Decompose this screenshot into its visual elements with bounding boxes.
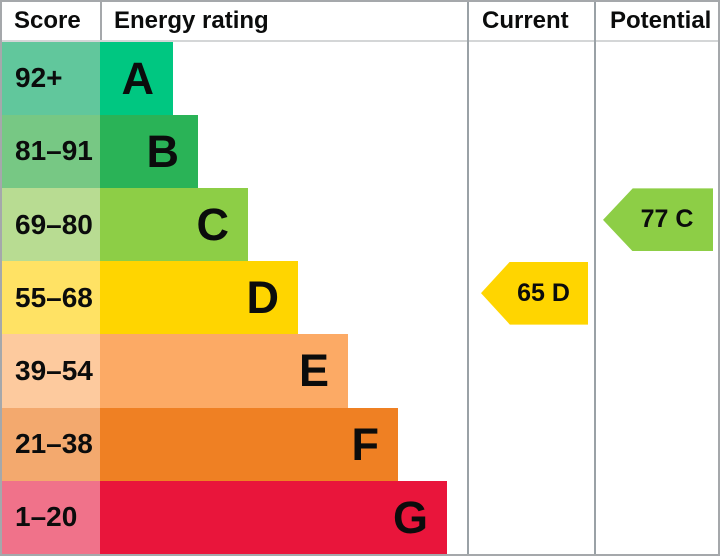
band-row-c: 69–80 C [2, 187, 468, 262]
band-letter-c: C [196, 199, 230, 251]
band-row-f: 21–38 F [2, 407, 468, 481]
score-column-header: Score [14, 7, 81, 34]
band-bar-a: A [100, 41, 173, 115]
score-range-e: 39–54 [2, 334, 100, 408]
band-bar-f: F [100, 407, 398, 481]
band-letter-d: D [246, 272, 280, 324]
potential-rating-label: 77 C [640, 205, 694, 234]
score-range-d: 55–68 [2, 261, 100, 335]
band-row-g: 1–20 G [2, 480, 468, 554]
band-letter-a: A [121, 52, 155, 104]
band-row-d: 55–68 D [2, 261, 468, 335]
band-letter-e: E [298, 345, 329, 397]
potential-rating-arrow: 77 C [603, 188, 713, 252]
score-range-a: 92+ [2, 41, 100, 115]
band-bar-g: G [100, 480, 447, 554]
band-row-e: 39–54 E [2, 334, 468, 408]
current-column-divider [467, 2, 469, 554]
current-rating-arrow: 65 D [481, 261, 588, 325]
band-letter-b: B [146, 125, 180, 177]
score-range-b: 81–91 [2, 114, 100, 188]
header-divider-line [2, 39, 718, 42]
energy-rating-column-header: Energy rating [114, 7, 269, 34]
potential-column-divider [594, 2, 596, 554]
potential-column-header: Potential [610, 7, 712, 34]
score-range-c: 69–80 [2, 187, 100, 262]
score-column-divider [100, 2, 102, 40]
score-range-g: 1–20 [2, 480, 100, 554]
chart-header-row: Score Energy rating Current Potential [2, 2, 718, 40]
band-bar-e: E [100, 334, 348, 408]
band-bar-b: B [100, 114, 198, 188]
band-row-a: 92+ A [2, 41, 468, 115]
band-row-b: 81–91 B [2, 114, 468, 188]
current-rating-label: 65 D [517, 278, 570, 307]
band-bar-d: D [100, 261, 298, 335]
current-column-header: Current [482, 7, 569, 34]
band-rows: 92+ A 81–91 B 69–80 C 55–68 D 39–54 E 21–38 F 1–20 G [2, 41, 468, 554]
band-letter-g: G [392, 491, 428, 543]
score-range-f: 21–38 [2, 407, 100, 481]
band-letter-f: F [351, 418, 380, 470]
band-bar-c: C [100, 187, 248, 262]
